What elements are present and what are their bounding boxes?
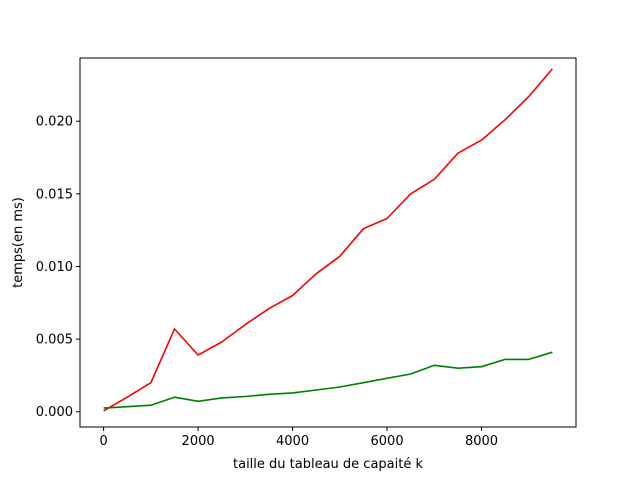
x-tick-label: 6000 [371,434,404,449]
x-tick-label: 4000 [276,434,309,449]
x-tick-label: 8000 [465,434,498,449]
plot-lines [103,68,554,412]
x-tick-label: 2000 [182,434,215,449]
axis-ticks: 0 2000 4000 6000 8000 0.000 0.005 0.010 0.015 0.0… [36,115,498,449]
plot-frame [79,57,577,428]
y-tick-label: 0.015 [36,187,73,202]
y-tick-label: 0.010 [36,260,73,275]
x-axis-label: taille du tableau de capaité k [233,457,423,472]
y-tick-label: 0.005 [36,333,73,348]
y-tick-label: 0.020 [36,115,73,130]
series-line-2 [103,351,553,409]
x-tick-label: 0 [99,434,107,449]
y-axis-label: temps(en ms) [11,197,26,288]
y-tick-label: 0.000 [36,405,73,420]
series-line-1 [103,68,554,412]
